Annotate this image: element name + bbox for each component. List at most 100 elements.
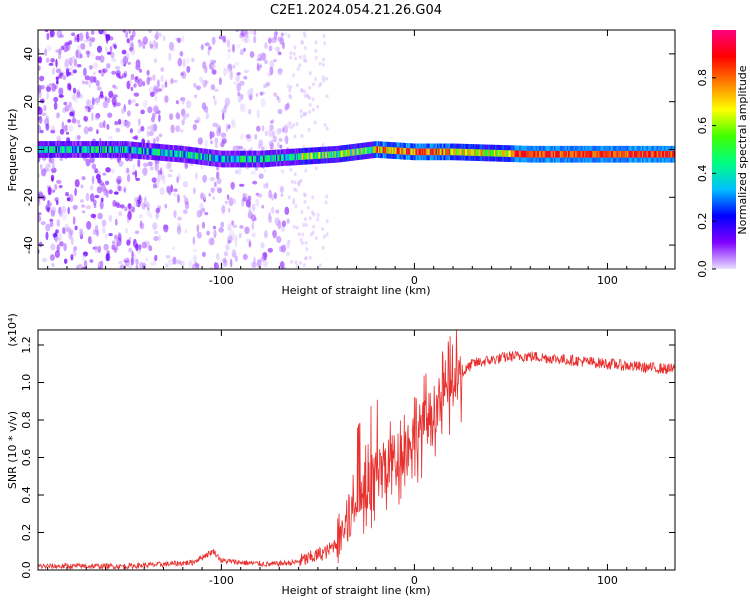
figure-title: C2E1.2024.054.21.26.G04 bbox=[270, 3, 442, 18]
spectrogram-cell bbox=[307, 127, 311, 132]
spectrogram-cell bbox=[241, 198, 245, 207]
spectrogram-band-core bbox=[545, 150, 548, 158]
spectrogram-cell bbox=[276, 236, 282, 243]
spectrogram-cell bbox=[66, 131, 69, 135]
spectrogram-band-core bbox=[276, 154, 278, 162]
spectrogram-band-core bbox=[279, 154, 282, 162]
spectrogram-cell bbox=[218, 227, 224, 233]
spectrogram-cell bbox=[91, 163, 97, 170]
spectrogram-band-core bbox=[608, 150, 611, 158]
spectrogram-cell bbox=[199, 202, 204, 210]
spectrogram-cell bbox=[169, 41, 174, 51]
spectrogram-band-core bbox=[242, 155, 245, 163]
spectrogram-band-core bbox=[424, 148, 426, 156]
spectrogram-cell bbox=[44, 30, 49, 33]
spectrogram-band-core bbox=[261, 155, 263, 163]
spectrogram-cell bbox=[158, 133, 163, 138]
spectrogram-cell bbox=[275, 209, 280, 214]
spectrogram-cell bbox=[135, 264, 139, 269]
spectrogram-cell bbox=[201, 207, 206, 213]
spectrogram-band-core bbox=[146, 148, 148, 155]
spectrogram-band-core bbox=[189, 151, 191, 159]
spectrogram-band-core bbox=[112, 146, 115, 153]
spectrogram-cell bbox=[210, 84, 216, 91]
spectrogram-band-core bbox=[609, 150, 612, 158]
spectrogram-cell bbox=[59, 241, 64, 247]
spectrogram-band-core bbox=[335, 151, 337, 158]
spectrogram-band-core bbox=[81, 146, 84, 153]
spectrogram-cell bbox=[244, 36, 248, 44]
spectrogram-band-core bbox=[671, 150, 673, 158]
spectrogram-cell bbox=[96, 86, 102, 91]
spectrogram-cell bbox=[211, 69, 217, 75]
spectrogram-band-core bbox=[291, 153, 293, 161]
spectrogram-cell bbox=[98, 122, 104, 129]
spectrogram-cell bbox=[69, 111, 74, 117]
spectrogram-band-core bbox=[76, 146, 79, 153]
spectrogram-band-core bbox=[529, 150, 532, 158]
spectrogram-cell bbox=[97, 245, 102, 253]
spectrogram-cell bbox=[86, 205, 92, 210]
spectrogram-cell bbox=[214, 262, 219, 269]
spectrogram-cell bbox=[85, 192, 90, 202]
spectrogram-cell bbox=[38, 115, 43, 124]
spectrogram-cell bbox=[311, 195, 315, 200]
spectrogram-band-core bbox=[277, 154, 279, 162]
spectrogram-cell bbox=[290, 179, 294, 184]
spectrogram-cell bbox=[225, 68, 231, 74]
spectrogram-cell bbox=[255, 198, 260, 207]
spectrogram-band-core bbox=[53, 146, 56, 153]
spectrogram-ylabel: Frequency (Hz) bbox=[6, 109, 19, 192]
spectrogram-cell bbox=[300, 39, 304, 44]
spectrogram-band-core bbox=[83, 146, 86, 153]
spectrogram-band-core bbox=[268, 155, 270, 162]
spectrogram-cell bbox=[63, 101, 68, 106]
spectrogram-xlabel: Height of straight line (km) bbox=[281, 284, 430, 297]
spectrogram-cell bbox=[167, 174, 173, 178]
spectrogram-cell bbox=[56, 179, 62, 184]
spectrogram-band-core bbox=[520, 150, 523, 158]
spectrogram-cell bbox=[269, 124, 274, 131]
spectrogram-cell bbox=[45, 124, 49, 130]
spectrogram-cell bbox=[146, 201, 150, 208]
snr-ytick-label: 0.2 bbox=[20, 524, 33, 542]
spectrogram-band-core bbox=[327, 151, 329, 159]
spectrogram-band-core bbox=[130, 146, 132, 154]
spectrogram-band-core bbox=[423, 148, 425, 156]
spectrogram-band-core bbox=[391, 147, 394, 154]
spectrogram-cell bbox=[81, 254, 86, 262]
spectrogram-band-core bbox=[477, 149, 480, 156]
spectrogram-cell bbox=[80, 204, 86, 208]
spectrogram-cell bbox=[193, 82, 197, 88]
spectrogram-band-core bbox=[197, 152, 199, 160]
spectrogram-band-core bbox=[661, 150, 664, 158]
spectrogram-band-core bbox=[334, 151, 336, 158]
spectrogram-cell bbox=[214, 137, 219, 145]
spectrogram-band-core bbox=[573, 150, 576, 158]
snr-frame bbox=[37, 329, 676, 571]
spectrogram-cell bbox=[103, 69, 107, 74]
spectrogram-cell bbox=[192, 123, 197, 131]
spectrogram-cell bbox=[231, 220, 235, 226]
spectrogram-cell bbox=[115, 239, 120, 243]
spectrogram-band-core bbox=[195, 152, 197, 160]
spectrogram-band-core bbox=[405, 148, 408, 155]
spectrogram-cell bbox=[268, 45, 273, 52]
spectrogram-band-core bbox=[316, 152, 319, 159]
spectrogram-cell bbox=[137, 128, 142, 134]
spectrogram-band-core bbox=[94, 146, 96, 153]
spectrogram-cell bbox=[177, 37, 181, 44]
spectrogram-cell bbox=[289, 55, 293, 60]
spectrogram-cell bbox=[179, 129, 184, 133]
spectrogram-cell bbox=[171, 47, 175, 52]
spectrogram-band-core bbox=[234, 155, 236, 163]
spectrogram-band-core bbox=[213, 154, 216, 162]
spectrogram-cell bbox=[92, 246, 98, 250]
spectrogram-cell bbox=[53, 96, 59, 103]
spectrogram-cell bbox=[149, 166, 154, 171]
spectrogram-band-core bbox=[367, 147, 370, 154]
spectrogram-band-core bbox=[301, 153, 304, 160]
spectrogram-cell bbox=[126, 38, 130, 44]
spectrogram-cell bbox=[323, 41, 327, 46]
